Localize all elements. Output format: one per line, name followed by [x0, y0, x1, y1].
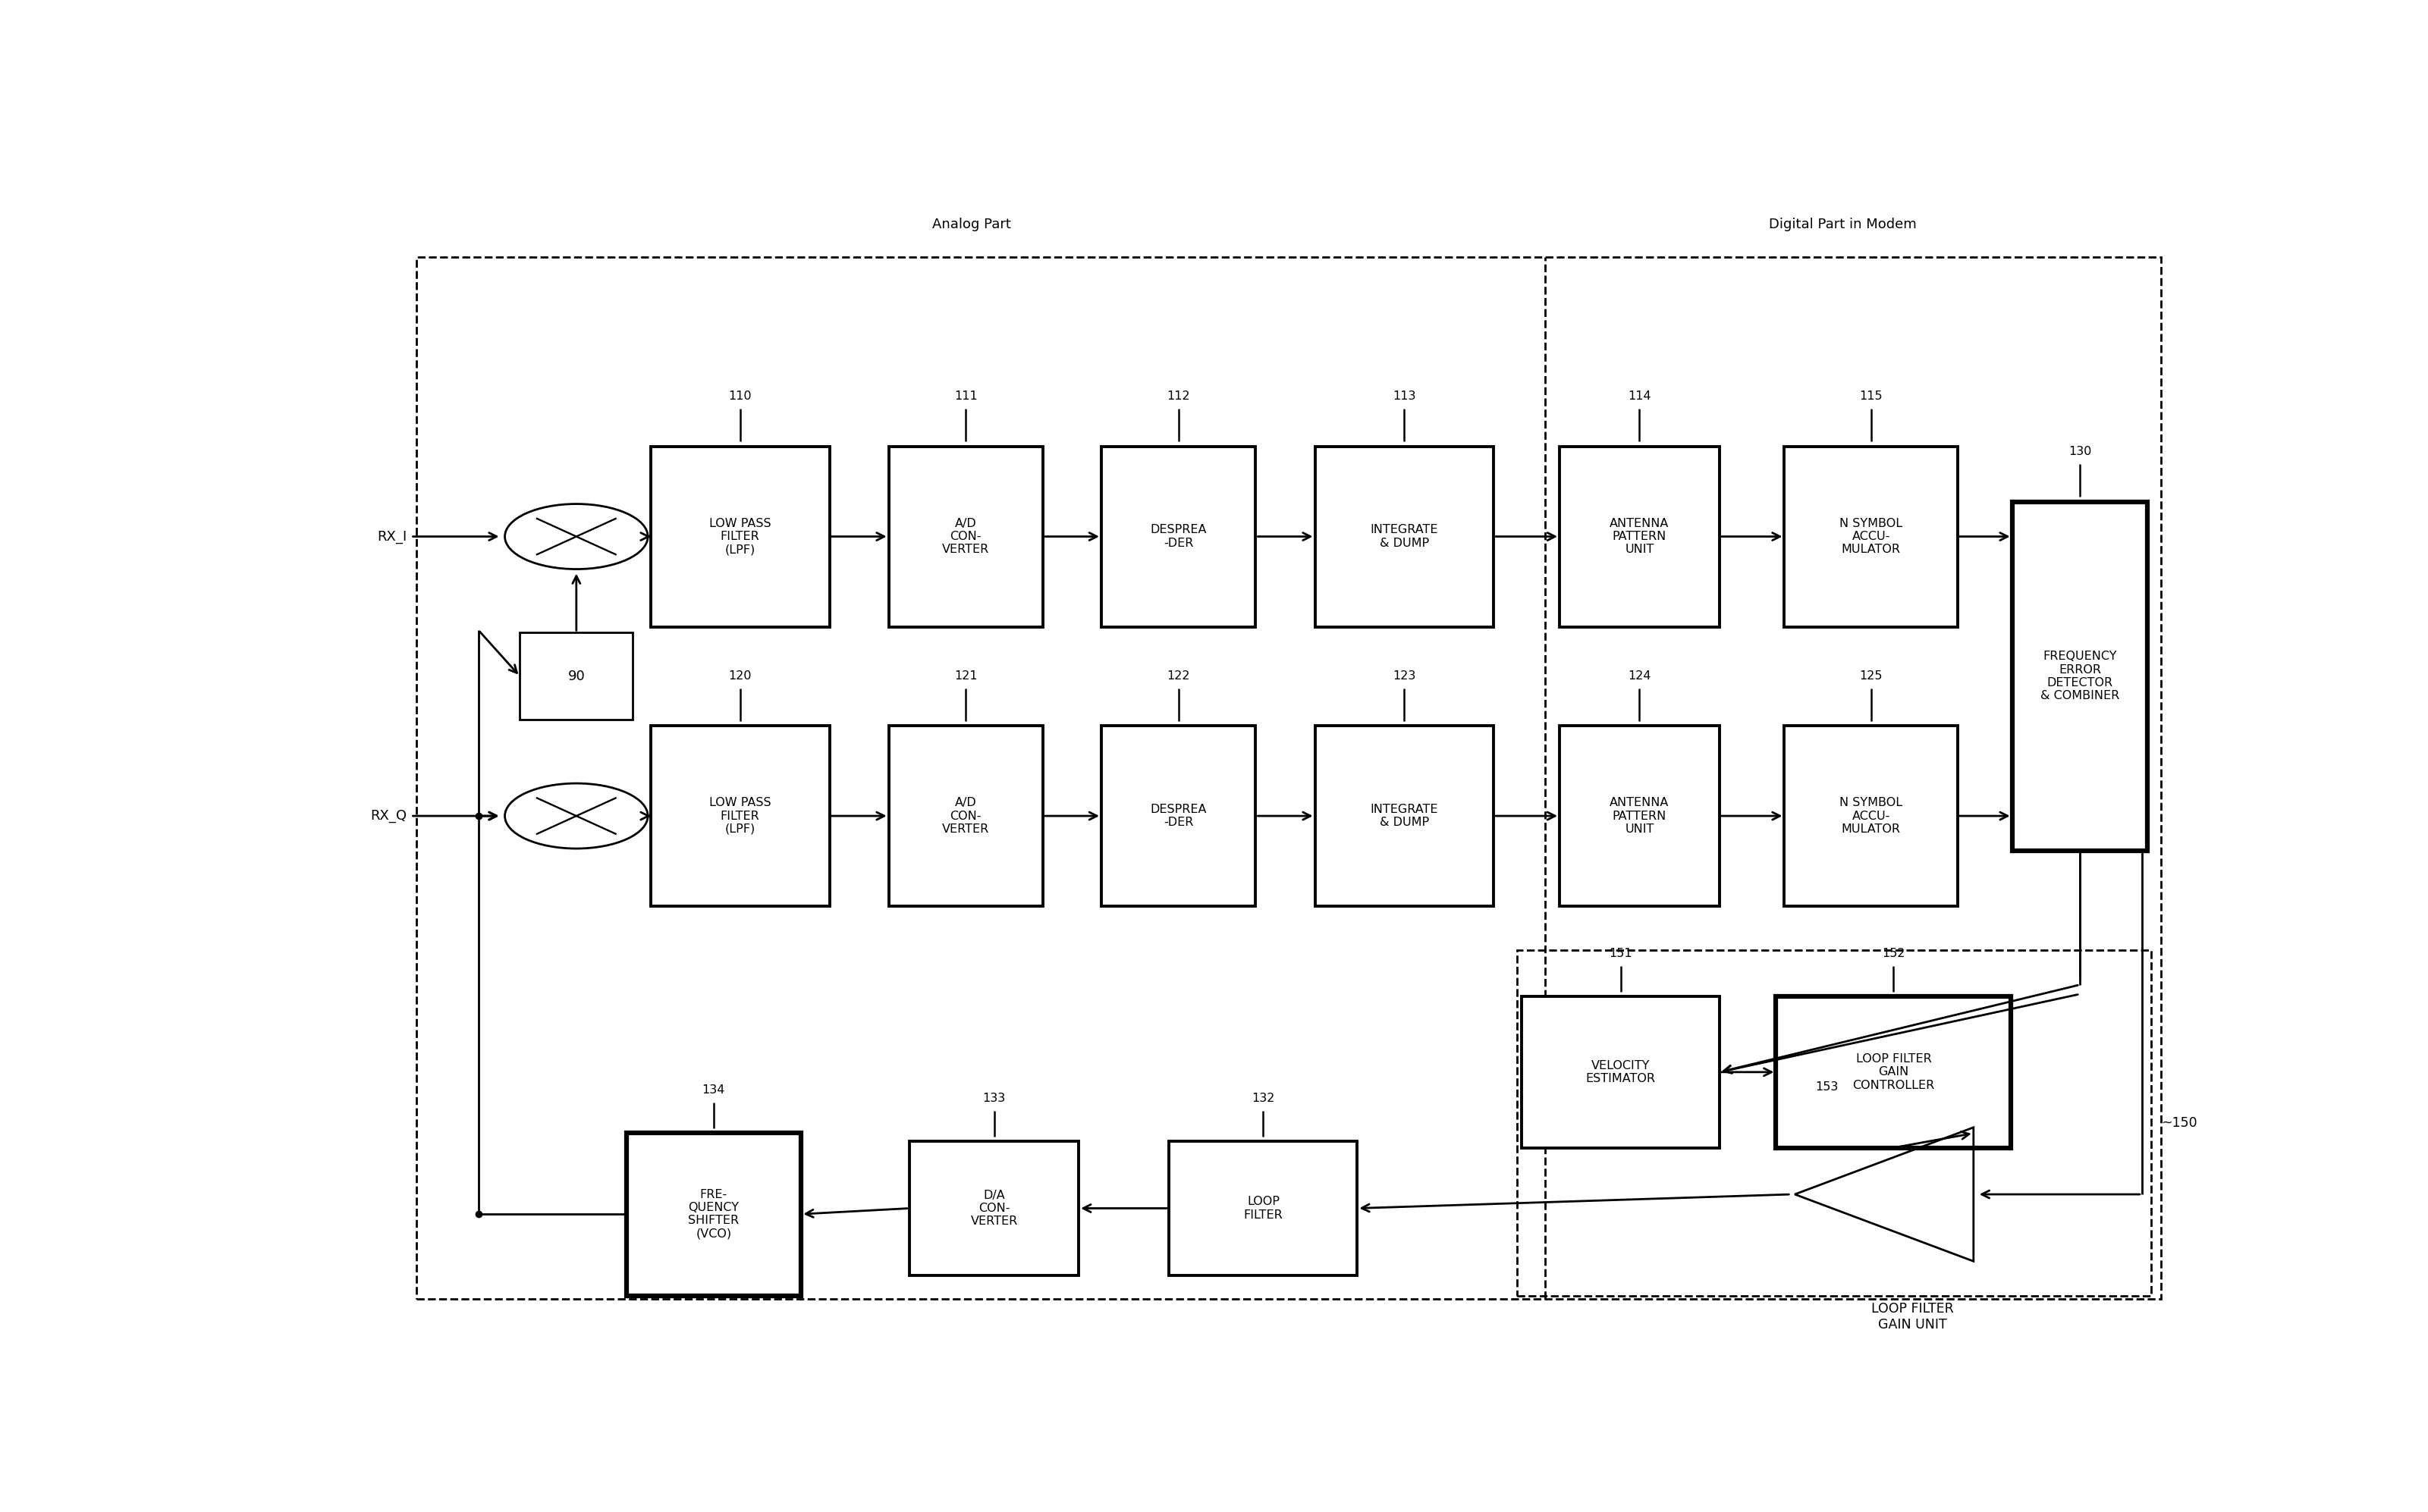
Bar: [626, 1132, 801, 1296]
Text: ANTENNA
PATTERN
UNIT: ANTENNA PATTERN UNIT: [1610, 797, 1668, 835]
Text: 114: 114: [1627, 390, 1651, 402]
Text: LOW PASS
FILTER
(LPF): LOW PASS FILTER (LPF): [709, 517, 772, 555]
Bar: [889, 726, 1044, 906]
Bar: [418, 257, 2161, 1299]
Text: 122: 122: [1168, 670, 1190, 682]
Text: FREQUENCY
ERROR
DETECTOR
& COMBINER: FREQUENCY ERROR DETECTOR & COMBINER: [2040, 650, 2120, 702]
Text: ANTENNA
PATTERN
UNIT: ANTENNA PATTERN UNIT: [1610, 517, 1668, 555]
Bar: [1559, 726, 1719, 906]
Text: N SYMBOL
ACCU-
MULATOR: N SYMBOL ACCU- MULATOR: [1840, 797, 1904, 835]
Text: 152: 152: [1882, 948, 1906, 959]
Bar: [1518, 950, 2151, 1296]
Text: LOOP FILTER
GAIN UNIT: LOOP FILTER GAIN UNIT: [1872, 1302, 1955, 1332]
Bar: [626, 1132, 801, 1296]
Text: INTEGRATE
& DUMP: INTEGRATE & DUMP: [1369, 525, 1437, 549]
Bar: [1775, 996, 2010, 1148]
Text: 120: 120: [728, 670, 753, 682]
Text: 153: 153: [1816, 1081, 1838, 1093]
Text: 113: 113: [1394, 390, 1416, 402]
Text: 133: 133: [983, 1093, 1005, 1104]
Text: D/A
CON-
VERTER: D/A CON- VERTER: [971, 1190, 1017, 1228]
Text: 123: 123: [1394, 670, 1416, 682]
Bar: [889, 446, 1044, 627]
Text: ~150: ~150: [2161, 1116, 2197, 1129]
Text: 115: 115: [1860, 390, 1882, 402]
Text: 124: 124: [1627, 670, 1651, 682]
Bar: [1785, 726, 1957, 906]
Text: A/D
CON-
VERTER: A/D CON- VERTER: [942, 797, 991, 835]
Bar: [2013, 502, 2146, 851]
Bar: [1785, 446, 1957, 627]
Bar: [1522, 996, 1719, 1148]
Text: 90: 90: [568, 670, 585, 683]
Bar: [651, 446, 830, 627]
Text: LOW PASS
FILTER
(LPF): LOW PASS FILTER (LPF): [709, 797, 772, 835]
Text: 111: 111: [954, 390, 978, 402]
Text: 130: 130: [2069, 446, 2091, 457]
Text: N SYMBOL
ACCU-
MULATOR: N SYMBOL ACCU- MULATOR: [1840, 517, 1904, 555]
Bar: [1316, 726, 1493, 906]
Bar: [651, 726, 830, 906]
Text: 112: 112: [1168, 390, 1190, 402]
Text: Digital Part in Modem: Digital Part in Modem: [1770, 218, 1916, 231]
Text: DESPREA
-DER: DESPREA -DER: [1151, 804, 1207, 829]
Text: LOOP FILTER
GAIN
CONTROLLER: LOOP FILTER GAIN CONTROLLER: [1853, 1054, 1935, 1092]
Text: 125: 125: [1860, 670, 1882, 682]
Text: RX_Q: RX_Q: [371, 809, 408, 823]
Bar: [1170, 1142, 1357, 1275]
Bar: [1316, 446, 1493, 627]
Text: A/D
CON-
VERTER: A/D CON- VERTER: [942, 517, 991, 555]
Bar: [1559, 446, 1719, 627]
Bar: [910, 1142, 1078, 1275]
Text: 151: 151: [1610, 948, 1632, 959]
Bar: [520, 632, 634, 720]
Text: 134: 134: [702, 1084, 726, 1095]
Bar: [1102, 446, 1255, 627]
Bar: [1775, 996, 2010, 1148]
Text: 132: 132: [1253, 1093, 1275, 1104]
Text: INTEGRATE
& DUMP: INTEGRATE & DUMP: [1369, 804, 1437, 829]
Text: LOOP
FILTER: LOOP FILTER: [1243, 1196, 1282, 1220]
Bar: [1102, 726, 1255, 906]
Bar: [2013, 502, 2146, 851]
Text: DESPREA
-DER: DESPREA -DER: [1151, 525, 1207, 549]
Text: VELOCITY
ESTIMATOR: VELOCITY ESTIMATOR: [1585, 1060, 1656, 1084]
Text: 110: 110: [728, 390, 753, 402]
Text: Analog Part: Analog Part: [932, 218, 1010, 231]
Text: RX_I: RX_I: [376, 529, 408, 543]
Text: FRE-
QUENCY
SHIFTER
(VCO): FRE- QUENCY SHIFTER (VCO): [687, 1188, 738, 1240]
Text: 121: 121: [954, 670, 978, 682]
